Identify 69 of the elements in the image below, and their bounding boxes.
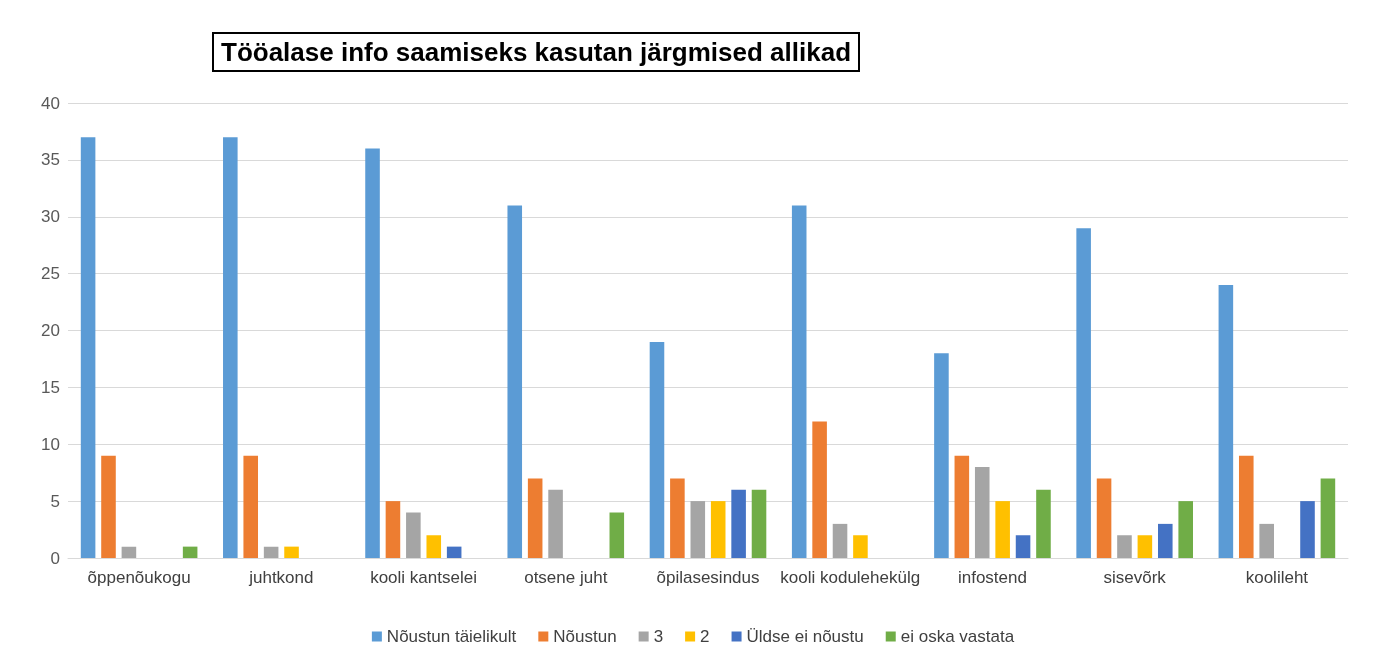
bar [995,501,1010,558]
x-tick-label: koolileht [1245,567,1309,587]
bar [101,455,116,558]
bar [365,148,380,558]
bar [1036,489,1051,558]
bar [791,205,807,558]
legend-label: Üldse ei nõustu [746,627,864,646]
bar [446,546,462,558]
x-tick-label: infostend [957,567,1027,587]
bar [1320,478,1336,558]
bar [954,455,970,558]
bar [1300,501,1315,558]
y-tick-label: 35 [41,150,60,170]
bar [406,512,421,558]
bar [710,501,726,558]
x-tick-label: õppenõukogu [87,567,191,587]
bar [527,478,543,558]
bar [80,137,96,558]
bar [243,455,259,558]
y-tick-label: 40 [41,93,60,113]
bar [1015,535,1031,558]
bar [263,546,279,558]
legend-label: ei oska vastata [900,627,1015,646]
y-tick-label: 20 [41,321,60,340]
legend-label: Nõustun täielikult [386,627,517,646]
bar [1096,478,1112,558]
bar [731,489,746,558]
x-tick-label: kooli kantselei [370,567,477,587]
bar [548,489,563,558]
bar [751,489,767,558]
bar [1238,455,1254,558]
chart-title: Tööalase info saamiseks kasutan järgmised allikad [221,37,852,67]
bar [284,546,299,558]
bar [974,467,990,558]
bar [1117,535,1132,558]
y-tick-label: 30 [41,207,60,227]
bar [507,205,523,558]
x-tick-label: õpilasesindus [656,567,760,587]
x-tick-label: kooli kodulehekülg [780,567,921,587]
legend-label: 2 [700,627,710,646]
bar [1076,228,1091,558]
y-tick-label: 0 [50,548,60,568]
bar [182,546,198,558]
legend-label: Nõustun [553,627,617,646]
bar [1259,523,1274,558]
bar [670,478,685,558]
y-tick-label: 15 [41,377,60,397]
bar [934,353,949,558]
y-tick-label: 10 [41,434,60,454]
bar [1157,523,1173,558]
x-tick-label: otsene juht [524,567,608,587]
bar [690,501,706,558]
bar [426,535,442,558]
bar [1137,535,1153,558]
bar [385,501,401,558]
x-tick-label: juhtkond [248,567,314,587]
bar [1178,501,1193,558]
y-tick-label: 25 [41,264,60,284]
y-tick-label: 5 [50,491,60,511]
legend-label: 3 [653,627,664,646]
x-tick-label: sisevõrk [1103,567,1167,587]
bar [812,421,827,558]
bar [649,341,665,558]
bar [609,512,625,558]
bar [832,523,848,558]
bar [1218,285,1234,558]
bar [853,535,868,558]
bar [223,137,238,558]
bar [121,546,137,558]
